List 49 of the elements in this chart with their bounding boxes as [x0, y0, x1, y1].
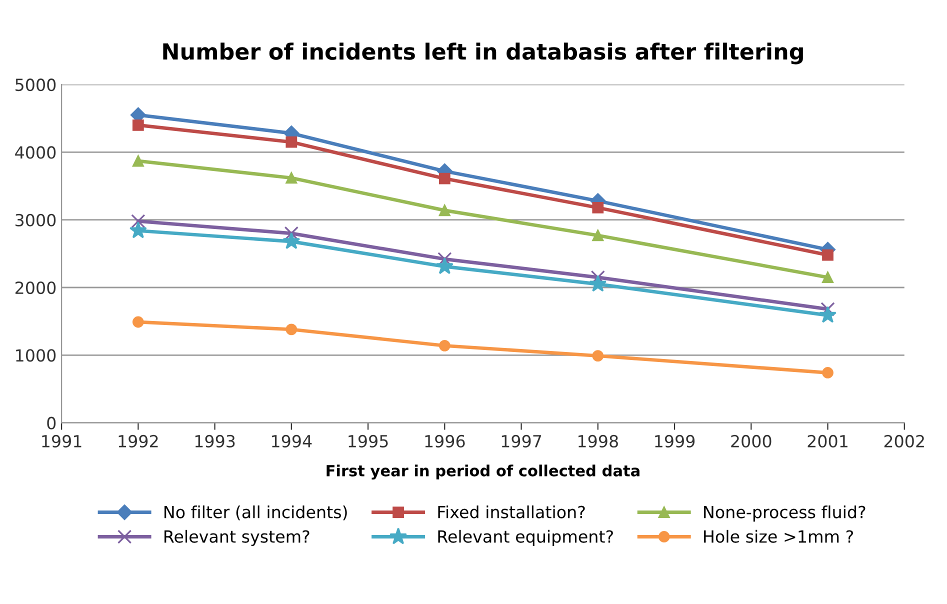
point — [286, 324, 298, 336]
point — [284, 226, 299, 240]
legend-label: Fixed installation? — [438, 505, 585, 518]
x-tick-label: 1994 — [272, 434, 312, 448]
x-axis-title: First year in period of collected data — [326, 464, 640, 480]
x-tick-label: 1992 — [118, 434, 158, 448]
legend-label: Relevant equipment? — [438, 530, 613, 546]
x-tick-label: 1998 — [578, 434, 618, 448]
x-tick-label: 1993 — [195, 434, 235, 448]
point — [822, 367, 834, 378]
point — [592, 350, 604, 362]
x-tick-label: 2000 — [731, 434, 772, 448]
point — [282, 232, 300, 250]
chart-title: Number of incidents left in databasis after filtering — [163, 42, 803, 64]
y-tick-label: 0 — [47, 416, 56, 430]
y-tick-label: 2000 — [16, 281, 56, 294]
x-tick-label: 1995 — [348, 434, 388, 448]
legend-label: Relevant system? — [164, 530, 310, 546]
point — [592, 202, 604, 214]
point — [592, 230, 604, 242]
legend-label: No filter (all incidents) — [164, 505, 347, 520]
point — [129, 222, 147, 238]
point — [819, 306, 837, 323]
x-tick-label: 2002 — [884, 434, 924, 448]
x-tick-label: 1999 — [655, 434, 695, 448]
legend-label: Hole size >1mm ? — [704, 530, 853, 543]
x-tick-label: 2001 — [808, 434, 848, 448]
point — [132, 155, 144, 167]
x-tick-label: 1991 — [42, 434, 82, 448]
point — [132, 316, 144, 328]
point — [438, 172, 450, 184]
y-tick-label: 4000 — [15, 146, 56, 159]
point — [822, 249, 834, 261]
point — [436, 257, 454, 274]
y-tick-label: 1000 — [16, 349, 56, 362]
point — [820, 302, 835, 316]
point — [438, 204, 450, 216]
point — [131, 214, 146, 228]
legend-label: None-process fluid? — [704, 505, 866, 522]
x-tick-label: 1996 — [425, 434, 465, 448]
x-tick-label: 1997 — [502, 434, 542, 448]
point — [822, 272, 834, 284]
point — [589, 274, 607, 292]
point — [132, 119, 144, 131]
y-tick-label: 3000 — [16, 214, 56, 226]
y-tick-label: 5000 — [16, 78, 56, 92]
point — [286, 172, 298, 184]
point — [438, 340, 450, 352]
point — [286, 136, 298, 148]
